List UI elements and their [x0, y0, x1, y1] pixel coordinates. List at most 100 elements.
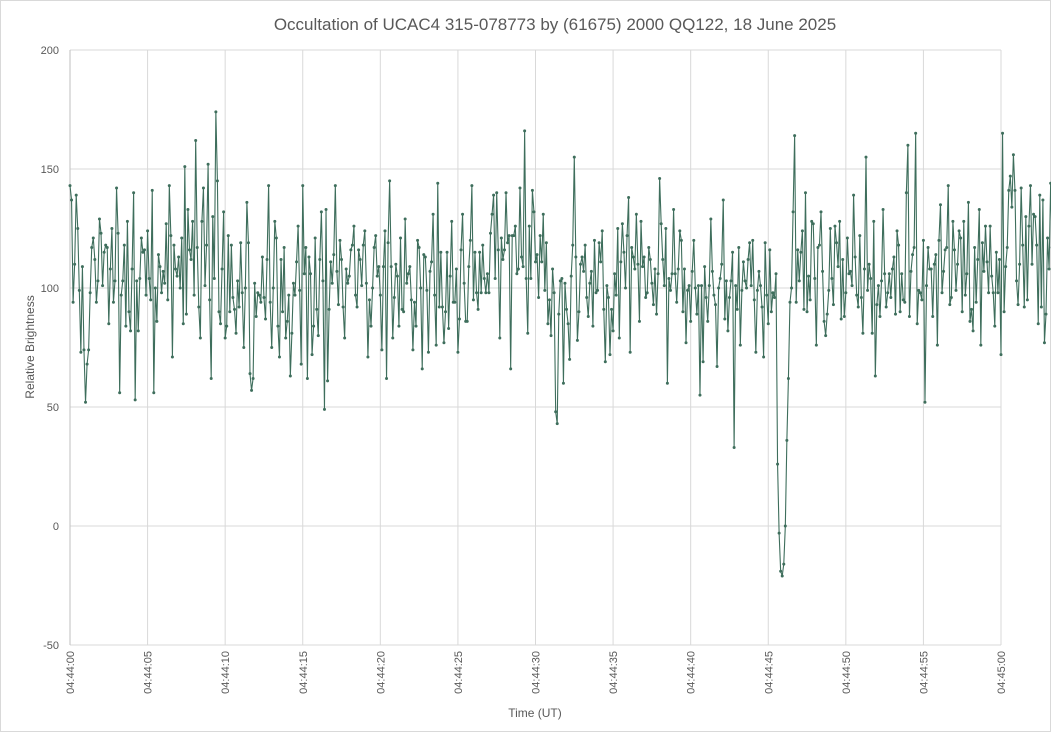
data-point — [1021, 244, 1024, 247]
data-point — [442, 341, 445, 344]
x-tick-label: 04:44:15 — [298, 651, 310, 694]
data-point — [708, 284, 711, 287]
data-point — [705, 296, 708, 299]
data-point — [647, 246, 650, 249]
data-point — [95, 301, 98, 304]
data-point — [695, 313, 698, 316]
data-point — [363, 229, 366, 232]
data-point — [505, 191, 508, 194]
data-point — [1003, 310, 1006, 313]
data-point — [908, 315, 911, 318]
data-point — [394, 263, 397, 266]
data-point — [702, 360, 705, 363]
data-point — [892, 256, 895, 259]
data-point — [166, 298, 169, 301]
data-point — [953, 248, 956, 251]
data-point — [92, 237, 95, 240]
data-point — [771, 291, 774, 294]
data-point — [461, 213, 464, 216]
data-point — [70, 198, 73, 201]
data-point — [854, 256, 857, 259]
x-tick-label: 04:44:50 — [841, 651, 853, 694]
data-point — [934, 253, 937, 256]
x-tick-label: 04:45:00 — [996, 651, 1008, 694]
data-point — [193, 294, 196, 297]
data-point — [515, 272, 518, 275]
data-point — [768, 248, 771, 251]
data-point — [270, 346, 273, 349]
data-point — [359, 258, 362, 261]
data-point — [292, 282, 295, 285]
data-point — [799, 251, 802, 254]
data-point — [826, 313, 829, 316]
data-point — [432, 213, 435, 216]
data-point — [118, 391, 121, 394]
data-point — [1037, 322, 1040, 325]
data-point — [1040, 306, 1043, 309]
data-point — [73, 263, 76, 266]
data-point — [517, 267, 520, 270]
data-point — [248, 372, 251, 375]
data-point — [458, 317, 461, 320]
data-point — [968, 320, 971, 323]
data-point — [357, 248, 360, 251]
data-point — [621, 222, 624, 225]
data-point — [618, 336, 621, 339]
data-point — [149, 298, 152, 301]
data-point — [213, 277, 216, 280]
data-point — [765, 294, 768, 297]
data-point — [98, 217, 101, 220]
data-point — [860, 296, 863, 299]
data-point — [495, 191, 498, 194]
data-point — [252, 377, 255, 380]
data-point — [610, 308, 613, 311]
data-point — [529, 277, 532, 280]
data-point — [425, 289, 428, 292]
data-point — [250, 389, 253, 392]
data-point — [492, 194, 495, 197]
data-point — [374, 234, 377, 237]
data-point — [200, 220, 203, 223]
data-point — [838, 220, 841, 223]
data-point — [554, 410, 557, 413]
data-point — [990, 275, 993, 278]
data-point — [1010, 206, 1013, 209]
data-point — [532, 210, 535, 213]
data-point — [112, 301, 115, 304]
y-tick-label: -50 — [43, 640, 59, 652]
data-point — [207, 163, 210, 166]
data-point — [981, 241, 984, 244]
data-point — [861, 332, 864, 335]
data-point — [596, 289, 599, 292]
data-point — [717, 287, 720, 290]
data-point — [391, 336, 394, 339]
data-point — [664, 227, 667, 230]
data-point — [846, 237, 849, 240]
data-point — [497, 248, 500, 251]
data-point — [660, 222, 663, 225]
data-point — [714, 303, 717, 306]
data-point — [972, 329, 975, 332]
data-point — [217, 310, 220, 313]
data-point — [820, 210, 823, 213]
data-point — [911, 253, 914, 256]
data-point — [874, 375, 877, 378]
data-point — [383, 229, 386, 232]
data-point — [602, 308, 605, 311]
data-point — [967, 201, 970, 204]
data-point — [685, 341, 688, 344]
data-point — [812, 222, 815, 225]
data-point — [616, 227, 619, 230]
data-point — [463, 282, 466, 285]
data-point — [514, 225, 517, 228]
data-point — [500, 237, 503, 240]
data-point — [1015, 279, 1018, 282]
data-point — [309, 272, 312, 275]
data-point — [199, 336, 202, 339]
data-point — [748, 241, 751, 244]
data-point — [764, 241, 767, 244]
data-point — [188, 248, 191, 251]
data-point — [716, 365, 719, 368]
data-point — [180, 237, 183, 240]
